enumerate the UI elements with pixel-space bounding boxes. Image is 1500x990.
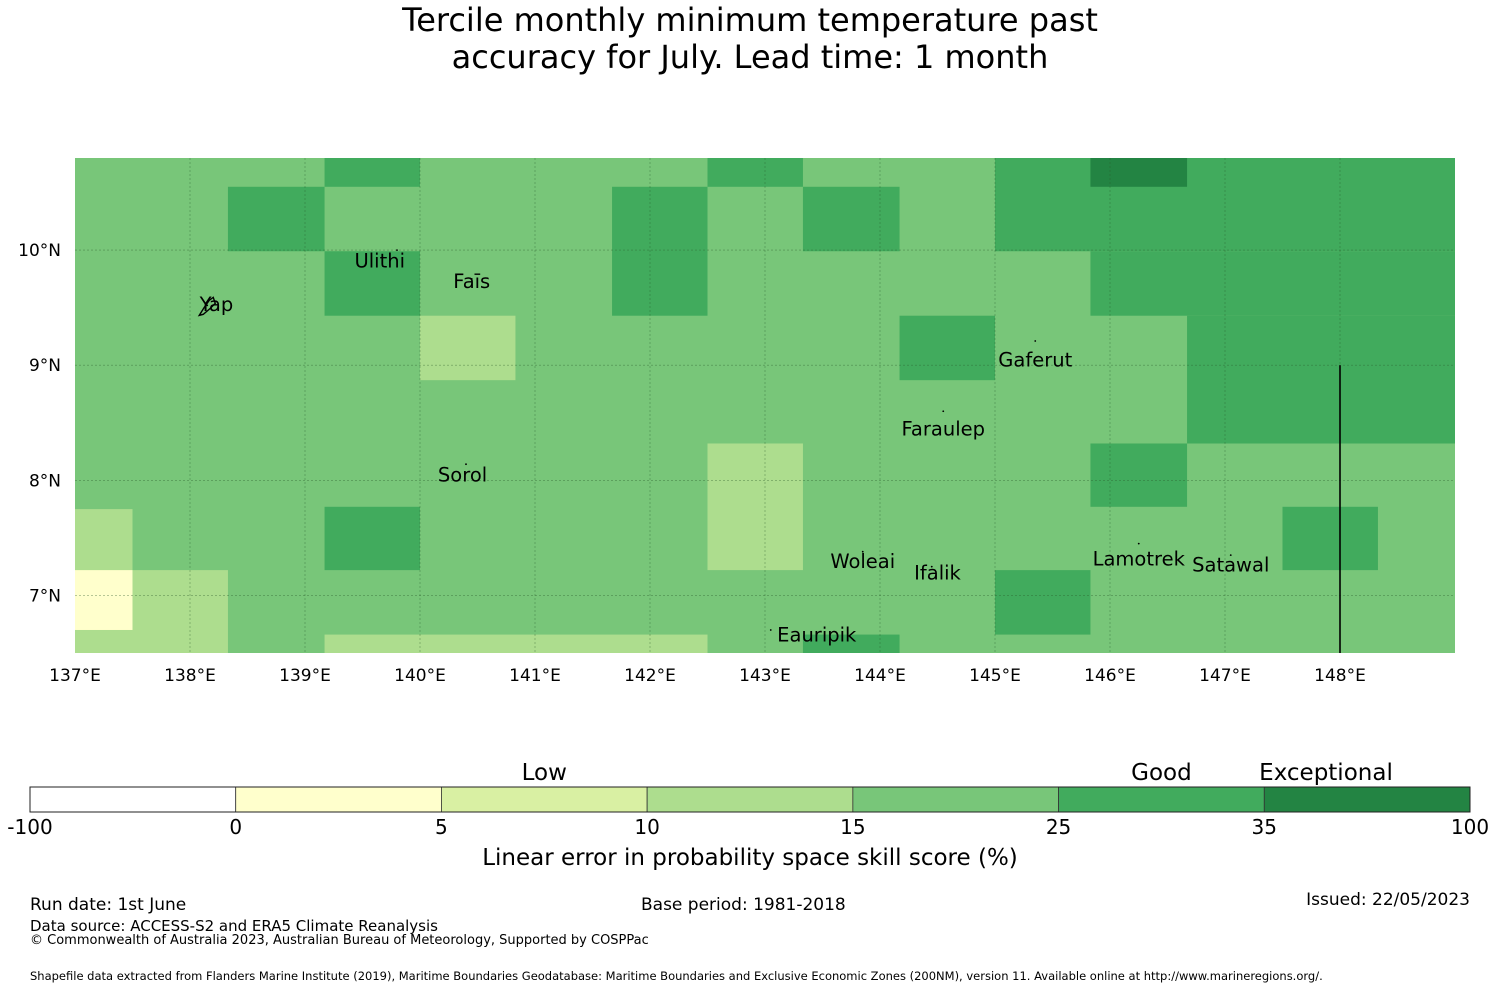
y-tick-label: 10°N (18, 241, 61, 261)
island-label: Faīs (453, 270, 490, 293)
island-label: Sorol (438, 463, 487, 486)
skill-cell (1090, 251, 1455, 316)
skill-cell (707, 443, 803, 571)
colorbar-label: Linear error in probability space skill … (482, 845, 1018, 871)
colorbar-segment (646, 786, 854, 813)
island-marker (396, 249, 398, 251)
skill-cell (420, 315, 516, 381)
colorbar-tick-label: 15 (840, 815, 866, 839)
skill-cell (75, 570, 133, 630)
skill-cell (995, 570, 1091, 635)
x-tick-label: 137°E (49, 666, 101, 686)
y-tick-label: 9°N (29, 356, 61, 376)
island-label: Woleai (830, 550, 895, 573)
colorbar-tick-label: 100 (1450, 815, 1490, 839)
island-marker (930, 565, 933, 568)
colorbar-tick-label: 10 (634, 815, 660, 839)
colorbar-category-label: Exceptional (1259, 760, 1393, 786)
skill-cell (802, 186, 900, 252)
colorbar-tick-label: -100 (7, 815, 53, 839)
skill-cell (899, 315, 995, 381)
yap-island-shape (197, 296, 217, 317)
skill-cell (1090, 443, 1188, 507)
colorbar-category-label: Low (521, 760, 567, 786)
run-date: Run date: 1st June (30, 895, 187, 915)
colorbar-segment (1058, 786, 1265, 813)
x-tick-label: 146°E (1084, 666, 1136, 686)
title-line-2: accuracy for July. Lead time: 1 month (451, 38, 1049, 76)
x-tick-label: 143°E (739, 666, 791, 686)
island-label: Faraulep (902, 417, 986, 440)
x-tick-label: 138°E (164, 666, 216, 686)
colorbar-segment (235, 786, 442, 813)
skill-cell (132, 570, 228, 653)
island-label: Satawal (1192, 553, 1269, 576)
x-tick-label: 141°E (509, 666, 561, 686)
colorbar-segment (29, 786, 237, 813)
skill-cell (1090, 158, 1188, 187)
skill-cell (612, 186, 708, 316)
skill-cell (1187, 315, 1455, 444)
issued-date: Issued: 22/05/2023 (1306, 890, 1470, 910)
skill-cell (324, 251, 420, 316)
skill-cell (802, 634, 900, 653)
island-marker (1034, 340, 1037, 342)
island-marker (769, 629, 772, 631)
island-marker (465, 463, 467, 466)
island-marker (1229, 554, 1232, 557)
island-label: Lamotrek (1093, 548, 1186, 571)
island-label: Gaferut (998, 348, 1072, 371)
colorbar-tick-label: 25 (1045, 815, 1072, 839)
colorbar-segment (852, 786, 1059, 813)
x-tick-label: 142°E (624, 666, 676, 686)
skill-cell (1282, 506, 1378, 571)
island-marker (1137, 542, 1140, 545)
y-tick-label: 8°N (29, 471, 61, 491)
data-source: Data source: ACCESS-S2 and ERA5 Climate … (30, 917, 438, 935)
island-label: Ulithi (354, 249, 405, 272)
island-label: Yap (199, 293, 234, 316)
base-period: Base period: 1981-2018 (641, 895, 846, 915)
y-tick-label: 7°N (29, 586, 61, 606)
island-marker (942, 410, 945, 413)
x-tick-label: 140°E (394, 666, 446, 686)
colorbar-segment (1263, 786, 1471, 813)
colorbar-tick-label: 35 (1251, 815, 1278, 839)
island-label: Ifalik (914, 561, 961, 584)
x-tick-label: 148°E (1314, 666, 1366, 686)
island-marker (861, 550, 864, 553)
colorbar-tick-label: 5 (435, 815, 448, 839)
island-marker (470, 277, 473, 280)
copyright: © Commonwealth of Australia 2023, Austra… (30, 933, 649, 948)
skill-cell (324, 158, 420, 187)
shapefile-credit: Shapefile data extracted from Flanders M… (30, 969, 1323, 983)
colorbar-category-label: Good (1131, 760, 1192, 786)
x-tick-label: 139°E (279, 666, 331, 686)
colorbar-frame (29, 786, 1471, 813)
colorbar-tick-label: 0 (229, 815, 243, 839)
x-tick-label: 145°E (969, 666, 1021, 686)
colorbar-segment (441, 786, 648, 813)
title-line-1: Tercile monthly minimum temperature past (402, 1, 1098, 39)
x-tick-label: 147°E (1199, 666, 1251, 686)
island-label: Eauripik (777, 623, 857, 646)
skill-cell (707, 158, 803, 187)
x-tick-label: 144°E (854, 666, 906, 686)
skill-cell (227, 186, 325, 252)
chart-title: Tercile monthly minimum temperature past… (0, 2, 1500, 76)
skill-cell (324, 506, 420, 571)
